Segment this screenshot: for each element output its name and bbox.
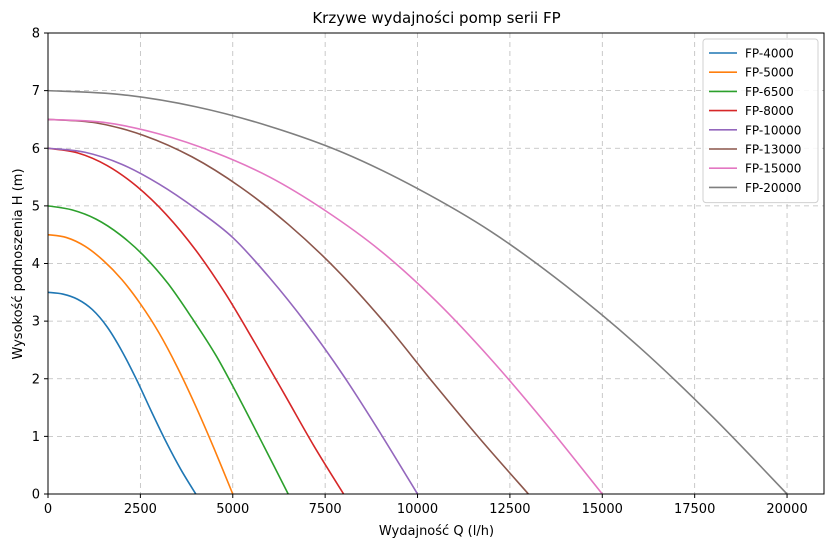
- x-tick-label: 10000: [397, 502, 438, 517]
- y-tick-label: 3: [32, 315, 40, 330]
- x-axis-ticks: 0 2500 5000 7500 10000 12500 15000 17500 20000: [44, 494, 808, 517]
- series-line-fp-8000: [47, 147, 345, 495]
- legend-label: FP-10000: [745, 123, 801, 137]
- y-tick-label: 1: [32, 430, 40, 445]
- x-tick-label: 17500: [674, 502, 715, 517]
- y-tick-label: 2: [32, 372, 40, 387]
- x-axis-label: Wydajność Q (l/h): [379, 524, 494, 539]
- x-tick-label: 15000: [582, 502, 623, 517]
- y-tick-label: 5: [32, 199, 40, 214]
- legend-label: FP-5000: [745, 66, 794, 80]
- series-line-fp-10000: [47, 147, 419, 495]
- legend-label: FP-8000: [745, 104, 794, 118]
- y-tick-label: 7: [32, 84, 40, 99]
- x-tick-label: 0: [44, 502, 52, 517]
- y-tick-label: 0: [32, 488, 40, 503]
- legend-label: FP-13000: [745, 143, 801, 157]
- legend-label: FP-20000: [745, 181, 801, 195]
- series-line-fp-6500: [47, 205, 289, 495]
- y-tick-label: 6: [32, 142, 40, 157]
- series-line-fp-15000: [47, 118, 603, 495]
- series-line-fp-4000: [47, 291, 197, 495]
- x-tick-label: 7500: [309, 502, 342, 517]
- chart-title: Krzywe wydajności pomp serii FP: [312, 9, 560, 27]
- y-tick-label: 8: [32, 27, 40, 42]
- legend-label: FP-15000: [745, 162, 801, 176]
- series-line-fp-5000: [47, 233, 234, 495]
- x-tick-label: 20000: [766, 502, 807, 517]
- legend-label: FP-6500: [745, 85, 794, 99]
- series-line-fp-20000: [47, 89, 788, 495]
- series-line-fp-13000: [47, 118, 529, 495]
- y-axis-ticks: 0 1 2 3 4 5 6 7 8: [32, 27, 48, 503]
- y-axis-label: Wysokość podnoszenia H (m): [11, 168, 26, 359]
- x-tick-label: 2500: [124, 502, 157, 517]
- legend-box: [702, 38, 819, 204]
- legend: FP-4000 FP-5000 FP-6500 FP-8000 FP-10000 FP-1…: [702, 38, 819, 204]
- series-lines: [47, 89, 788, 495]
- x-tick-label: 5000: [216, 502, 249, 517]
- x-tick-label: 12500: [489, 502, 530, 517]
- y-tick-label: 4: [32, 257, 40, 272]
- legend-label: FP-4000: [745, 47, 794, 61]
